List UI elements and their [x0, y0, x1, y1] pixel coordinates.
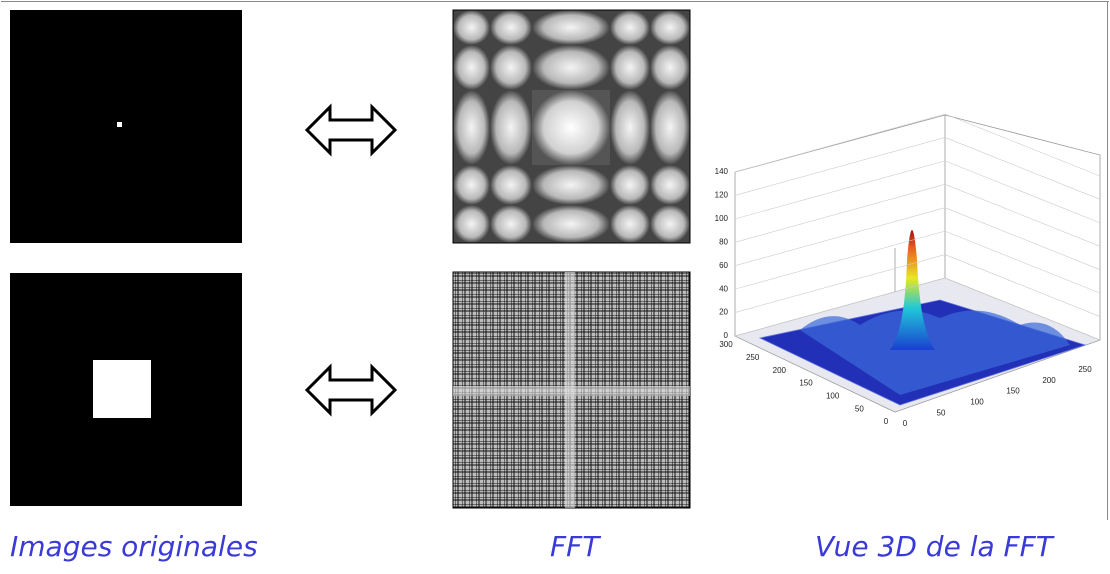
fft-cell [650, 165, 690, 205]
y-tick-label: 100 [826, 391, 840, 400]
fft-cell [453, 10, 490, 45]
x-tick-label: 200 [1042, 376, 1056, 385]
fft-cell [532, 205, 610, 243]
white-point [117, 122, 122, 127]
caption: FFT [550, 530, 599, 563]
fft-cell [532, 90, 610, 165]
page: 0 20 40 60 80 100 120 140 300 250 200 150 100 50 0 0 50 1… [0, 0, 1110, 574]
z-tick-label: 20 [719, 308, 728, 317]
y-tick-label: 300 [719, 340, 733, 349]
fft-cell [453, 205, 490, 243]
grid-line [945, 114, 1100, 176]
y-tick-label: 250 [746, 353, 760, 362]
figure: 0 20 40 60 80 100 120 140 300 250 200 150 100 50 0 0 50 1… [0, 0, 1110, 520]
grid-line [945, 208, 1100, 270]
white-square [93, 360, 151, 418]
z-tick-label: 140 [715, 167, 729, 176]
fft-highlight [565, 272, 575, 508]
fft-cell [453, 90, 490, 165]
fft-cell [532, 165, 610, 205]
x-tick-label: 250 [1078, 365, 1092, 374]
grid-line [735, 137, 945, 195]
fft-cell [490, 165, 532, 205]
fft-cell [650, 45, 690, 90]
fft-cell [490, 45, 532, 90]
fft-cell [490, 205, 532, 243]
y-tick-label: 150 [799, 379, 813, 388]
double-arrow [307, 107, 395, 153]
fft-cell [490, 10, 532, 45]
grid-line [945, 161, 1100, 223]
fft-cell [610, 90, 650, 165]
caption: Images originales [10, 530, 258, 563]
x-tick-label: 50 [937, 408, 946, 417]
surface-plot: 0 20 40 60 80 100 120 140 300 250 200 150 100 50 0 0 50 1… [715, 114, 1100, 428]
x-tick-label: 150 [1006, 387, 1020, 396]
fft-cell [610, 10, 650, 45]
y-tick-label: 50 [855, 404, 864, 413]
fft-cell [610, 45, 650, 90]
fft-cell [453, 165, 490, 205]
border [1, 1, 1109, 2]
fft-cell [490, 90, 532, 165]
fft-cell [650, 90, 690, 165]
grid-line [735, 114, 945, 172]
x-tick-label: 0 [903, 419, 908, 428]
caption: Vue 3D de la FFT [815, 530, 1053, 563]
fft-cell [650, 10, 690, 45]
y-tick-label: 200 [773, 366, 787, 375]
grid-line [945, 137, 1100, 199]
grid-line [945, 184, 1100, 246]
z-tick-label: 40 [719, 284, 728, 293]
z-tick-label: 100 [715, 214, 729, 223]
fft-cell [610, 205, 650, 243]
border [1107, 1, 1108, 520]
y-tick-label: 0 [884, 417, 889, 426]
z-tick-label: 80 [719, 237, 728, 246]
double-arrow [307, 367, 395, 413]
grid-line [945, 231, 1100, 293]
fft-cell [650, 205, 690, 243]
z-tick-label: 120 [715, 191, 729, 200]
z-tick-label: 60 [719, 261, 728, 270]
fft-cell [532, 45, 610, 90]
fft-cell [453, 45, 490, 90]
z-tick-label: 0 [724, 331, 729, 340]
x-tick-label: 100 [970, 398, 984, 407]
fft-cell [532, 10, 610, 45]
fft-cell [610, 165, 650, 205]
grid-line [735, 161, 945, 219]
fft-image-point [453, 10, 690, 243]
original-image-point [10, 10, 242, 243]
